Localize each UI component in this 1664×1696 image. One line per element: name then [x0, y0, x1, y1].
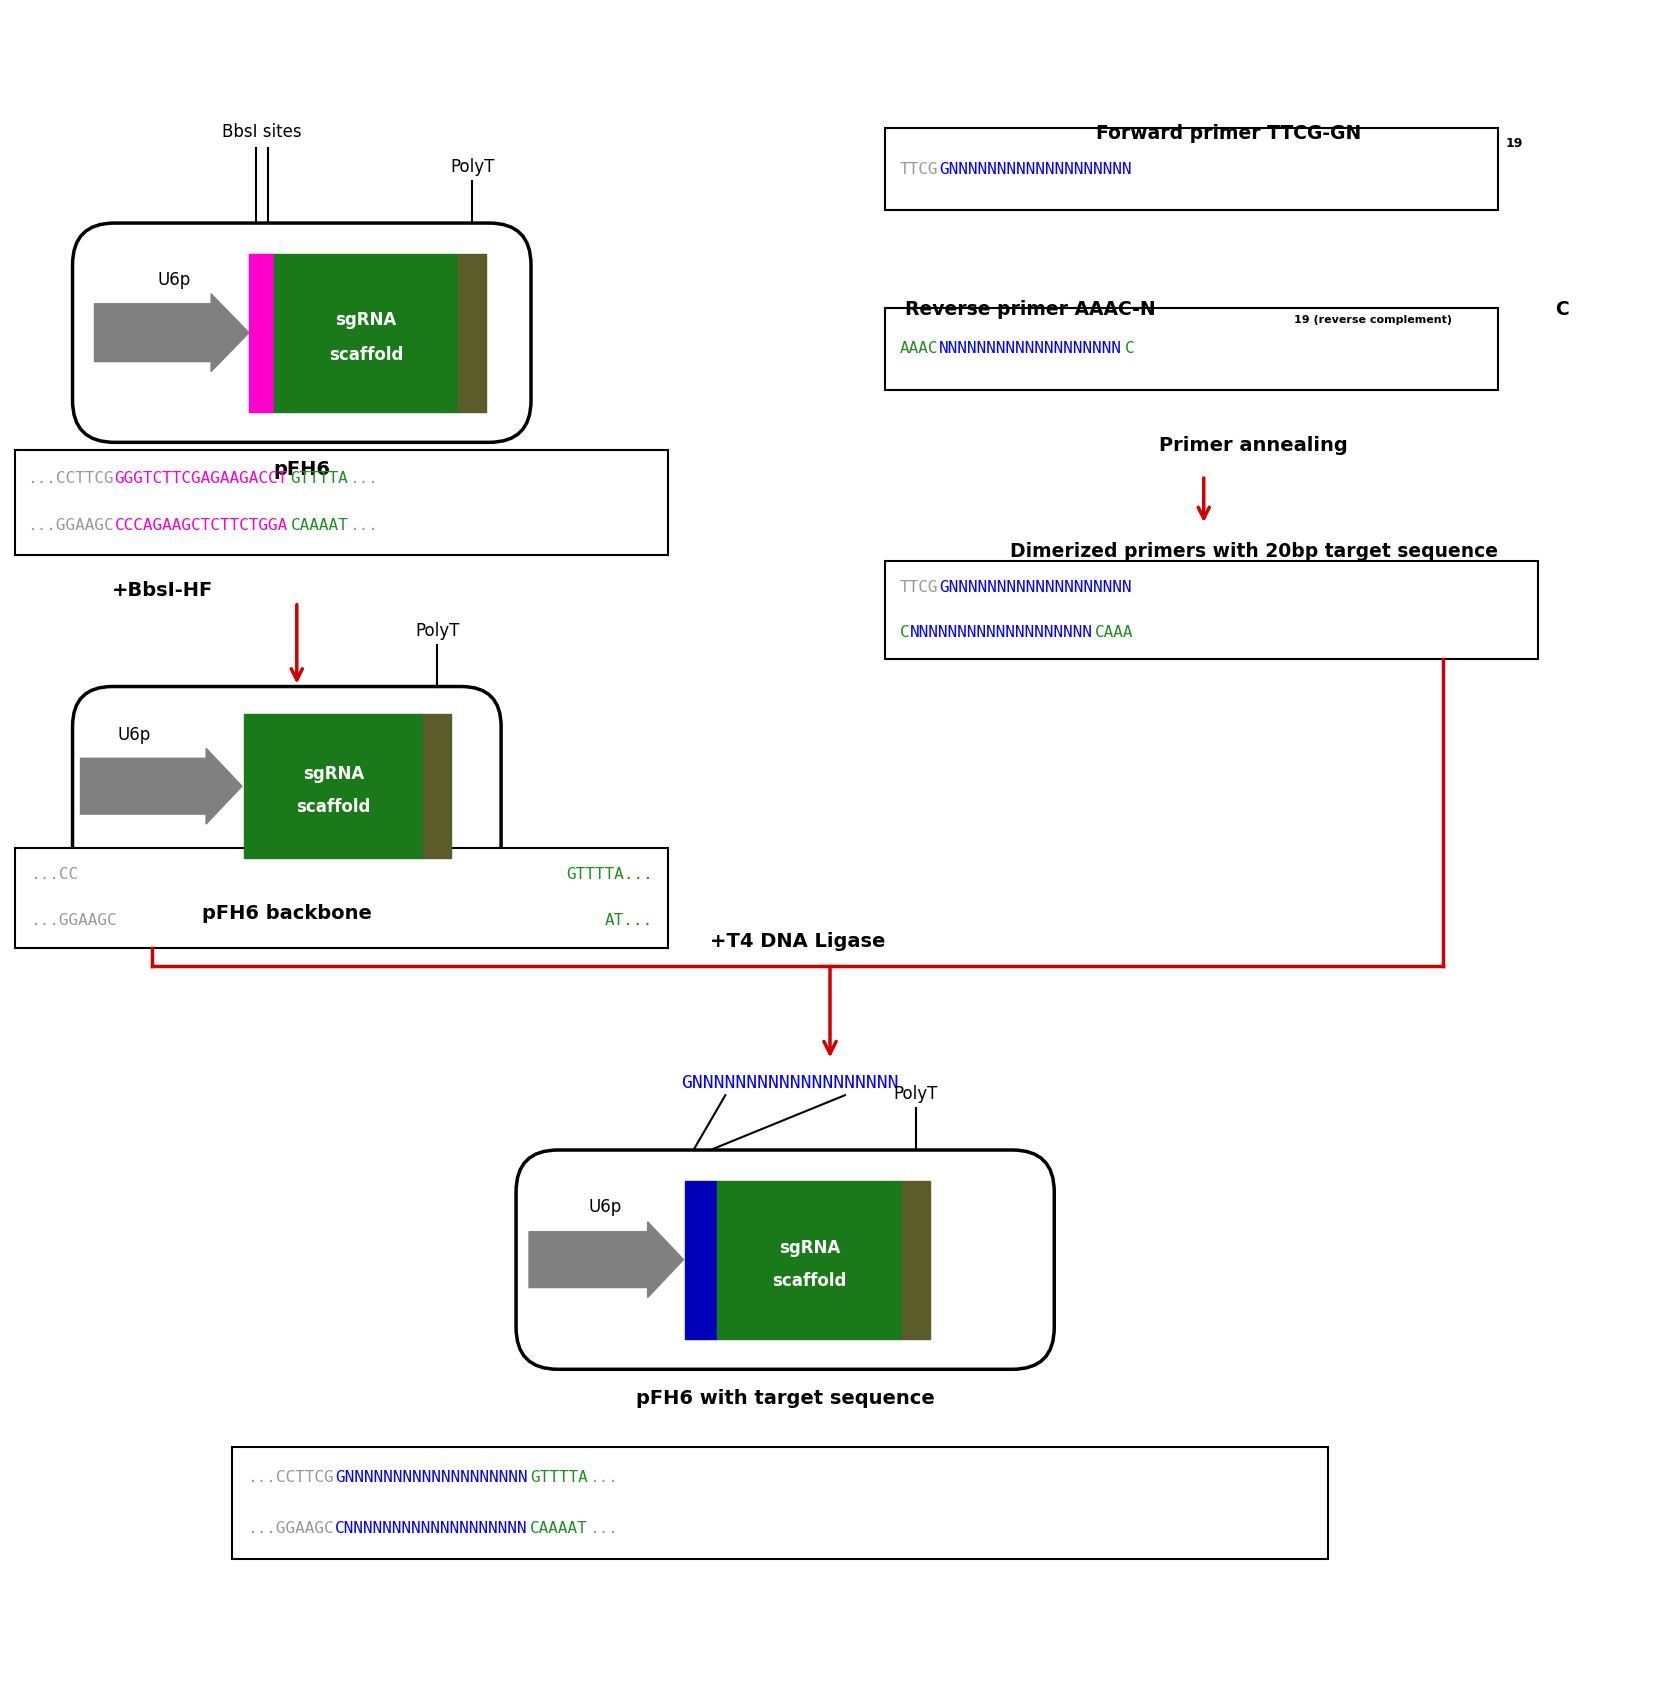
- Text: C: C: [1123, 341, 1133, 356]
- Bar: [458, 254, 486, 412]
- FancyBboxPatch shape: [231, 1447, 1328, 1559]
- Bar: [423, 714, 451, 858]
- Text: GNNNNNNNNNNNNNNNNNNN: GNNNNNNNNNNNNNNNNNNN: [681, 1074, 899, 1092]
- Text: ...GGAAGC: ...GGAAGC: [246, 1521, 333, 1537]
- Text: GTTTTA...: GTTTTA...: [566, 867, 652, 882]
- Bar: [250, 254, 273, 412]
- Text: CCCAGAAGCTCTTCTGGA: CCCAGAAGCTCTTCTGGA: [115, 519, 288, 533]
- FancyBboxPatch shape: [73, 687, 501, 885]
- Text: scaffold: scaffold: [772, 1272, 847, 1289]
- Text: BbsI sites: BbsI sites: [221, 124, 301, 141]
- FancyArrow shape: [80, 748, 241, 824]
- FancyBboxPatch shape: [884, 561, 1538, 658]
- Text: GNNNNNNNNNNNNNNNNNNN: GNNNNNNNNNNNNNNNNNNN: [938, 161, 1130, 176]
- Text: CAAA: CAAA: [1095, 624, 1133, 639]
- Text: 19: 19: [1504, 137, 1523, 149]
- Bar: [273, 254, 458, 412]
- Text: pFH6 with target sequence: pFH6 with target sequence: [636, 1389, 934, 1408]
- Text: Forward primer TTCG-GN: Forward primer TTCG-GN: [1095, 124, 1361, 142]
- FancyArrow shape: [529, 1221, 684, 1297]
- Text: GTTTTA: GTTTTA: [529, 1470, 587, 1484]
- Text: ...GGAAGC: ...GGAAGC: [27, 519, 113, 533]
- Text: AT...: AT...: [604, 912, 652, 928]
- FancyBboxPatch shape: [884, 129, 1498, 210]
- Text: GNNNNNNNNNNNNNNNNNNN: GNNNNNNNNNNNNNNNNNNN: [334, 1470, 527, 1484]
- Text: +BbsI-HF: +BbsI-HF: [111, 582, 213, 600]
- Bar: [717, 1180, 902, 1338]
- FancyBboxPatch shape: [15, 451, 667, 555]
- FancyBboxPatch shape: [73, 224, 531, 443]
- Text: sgRNA: sgRNA: [334, 310, 396, 329]
- Text: NNNNNNNNNNNNNNNNNNN: NNNNNNNNNNNNNNNNNNN: [909, 624, 1092, 639]
- Text: 19 (reverse complement): 19 (reverse complement): [1293, 315, 1451, 324]
- Text: AAAC: AAAC: [899, 341, 938, 356]
- Text: U6p: U6p: [118, 726, 150, 745]
- Text: +T4 DNA Ligase: +T4 DNA Ligase: [709, 931, 885, 951]
- Text: ...: ...: [589, 1470, 617, 1484]
- Text: PolyT: PolyT: [449, 158, 494, 176]
- Text: C: C: [1554, 300, 1569, 319]
- Text: NNNNNNNNNNNNNNNNNNN: NNNNNNNNNNNNNNNNNNN: [938, 341, 1122, 356]
- Text: U6p: U6p: [156, 271, 190, 288]
- Text: ...: ...: [349, 519, 378, 533]
- Text: ...CCTTCG: ...CCTTCG: [246, 1470, 333, 1484]
- Bar: [902, 1180, 929, 1338]
- Text: ...CCTTCG: ...CCTTCG: [27, 471, 113, 487]
- Text: pFH6 backbone: pFH6 backbone: [201, 904, 371, 923]
- Text: Reverse primer AAAC-N: Reverse primer AAAC-N: [904, 300, 1155, 319]
- Text: PolyT: PolyT: [414, 622, 459, 639]
- Text: ...: ...: [589, 1521, 617, 1537]
- Text: scaffold: scaffold: [296, 799, 371, 816]
- Text: GNNNNNNNNNNNNNNNNNNN: GNNNNNNNNNNNNNNNNNNN: [938, 580, 1130, 595]
- Text: GTTTTA: GTTTTA: [290, 471, 348, 487]
- Text: CAAAAT: CAAAAT: [529, 1521, 587, 1537]
- Text: ...GGAAGC: ...GGAAGC: [30, 912, 116, 928]
- Text: Dimerized primers with 20bp target sequence: Dimerized primers with 20bp target seque…: [1008, 543, 1496, 561]
- FancyArrow shape: [95, 293, 250, 371]
- Text: ...: ...: [349, 471, 378, 487]
- Text: CNNNNNNNNNNNNNNNNNNN: CNNNNNNNNNNNNNNNNNNN: [334, 1521, 527, 1537]
- Text: ...CC: ...CC: [30, 867, 78, 882]
- FancyBboxPatch shape: [884, 307, 1498, 390]
- Text: PolyT: PolyT: [894, 1085, 937, 1102]
- Text: sgRNA: sgRNA: [303, 765, 364, 784]
- Text: scaffold: scaffold: [329, 346, 403, 363]
- Text: Primer annealing: Primer annealing: [1158, 436, 1348, 455]
- Text: pFH6: pFH6: [273, 460, 329, 480]
- Text: GGGTCTTCGAGAAGACCT: GGGTCTTCGAGAAGACCT: [115, 471, 288, 487]
- Text: TTCG: TTCG: [899, 161, 938, 176]
- Bar: [686, 1180, 717, 1338]
- Text: C: C: [899, 624, 909, 639]
- Text: CAAAAT: CAAAAT: [290, 519, 348, 533]
- Text: TTCG: TTCG: [899, 580, 938, 595]
- Text: U6p: U6p: [589, 1197, 622, 1216]
- Text: sgRNA: sgRNA: [779, 1238, 840, 1257]
- FancyBboxPatch shape: [15, 848, 667, 948]
- Bar: [245, 714, 423, 858]
- FancyBboxPatch shape: [516, 1150, 1053, 1369]
